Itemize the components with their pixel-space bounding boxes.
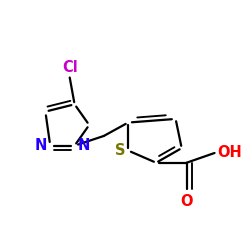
Text: OH: OH (217, 146, 242, 160)
Text: Cl: Cl (62, 60, 78, 75)
Text: N: N (35, 138, 47, 153)
Text: N: N (78, 138, 90, 153)
Text: S: S (115, 143, 126, 158)
Text: O: O (180, 194, 193, 209)
